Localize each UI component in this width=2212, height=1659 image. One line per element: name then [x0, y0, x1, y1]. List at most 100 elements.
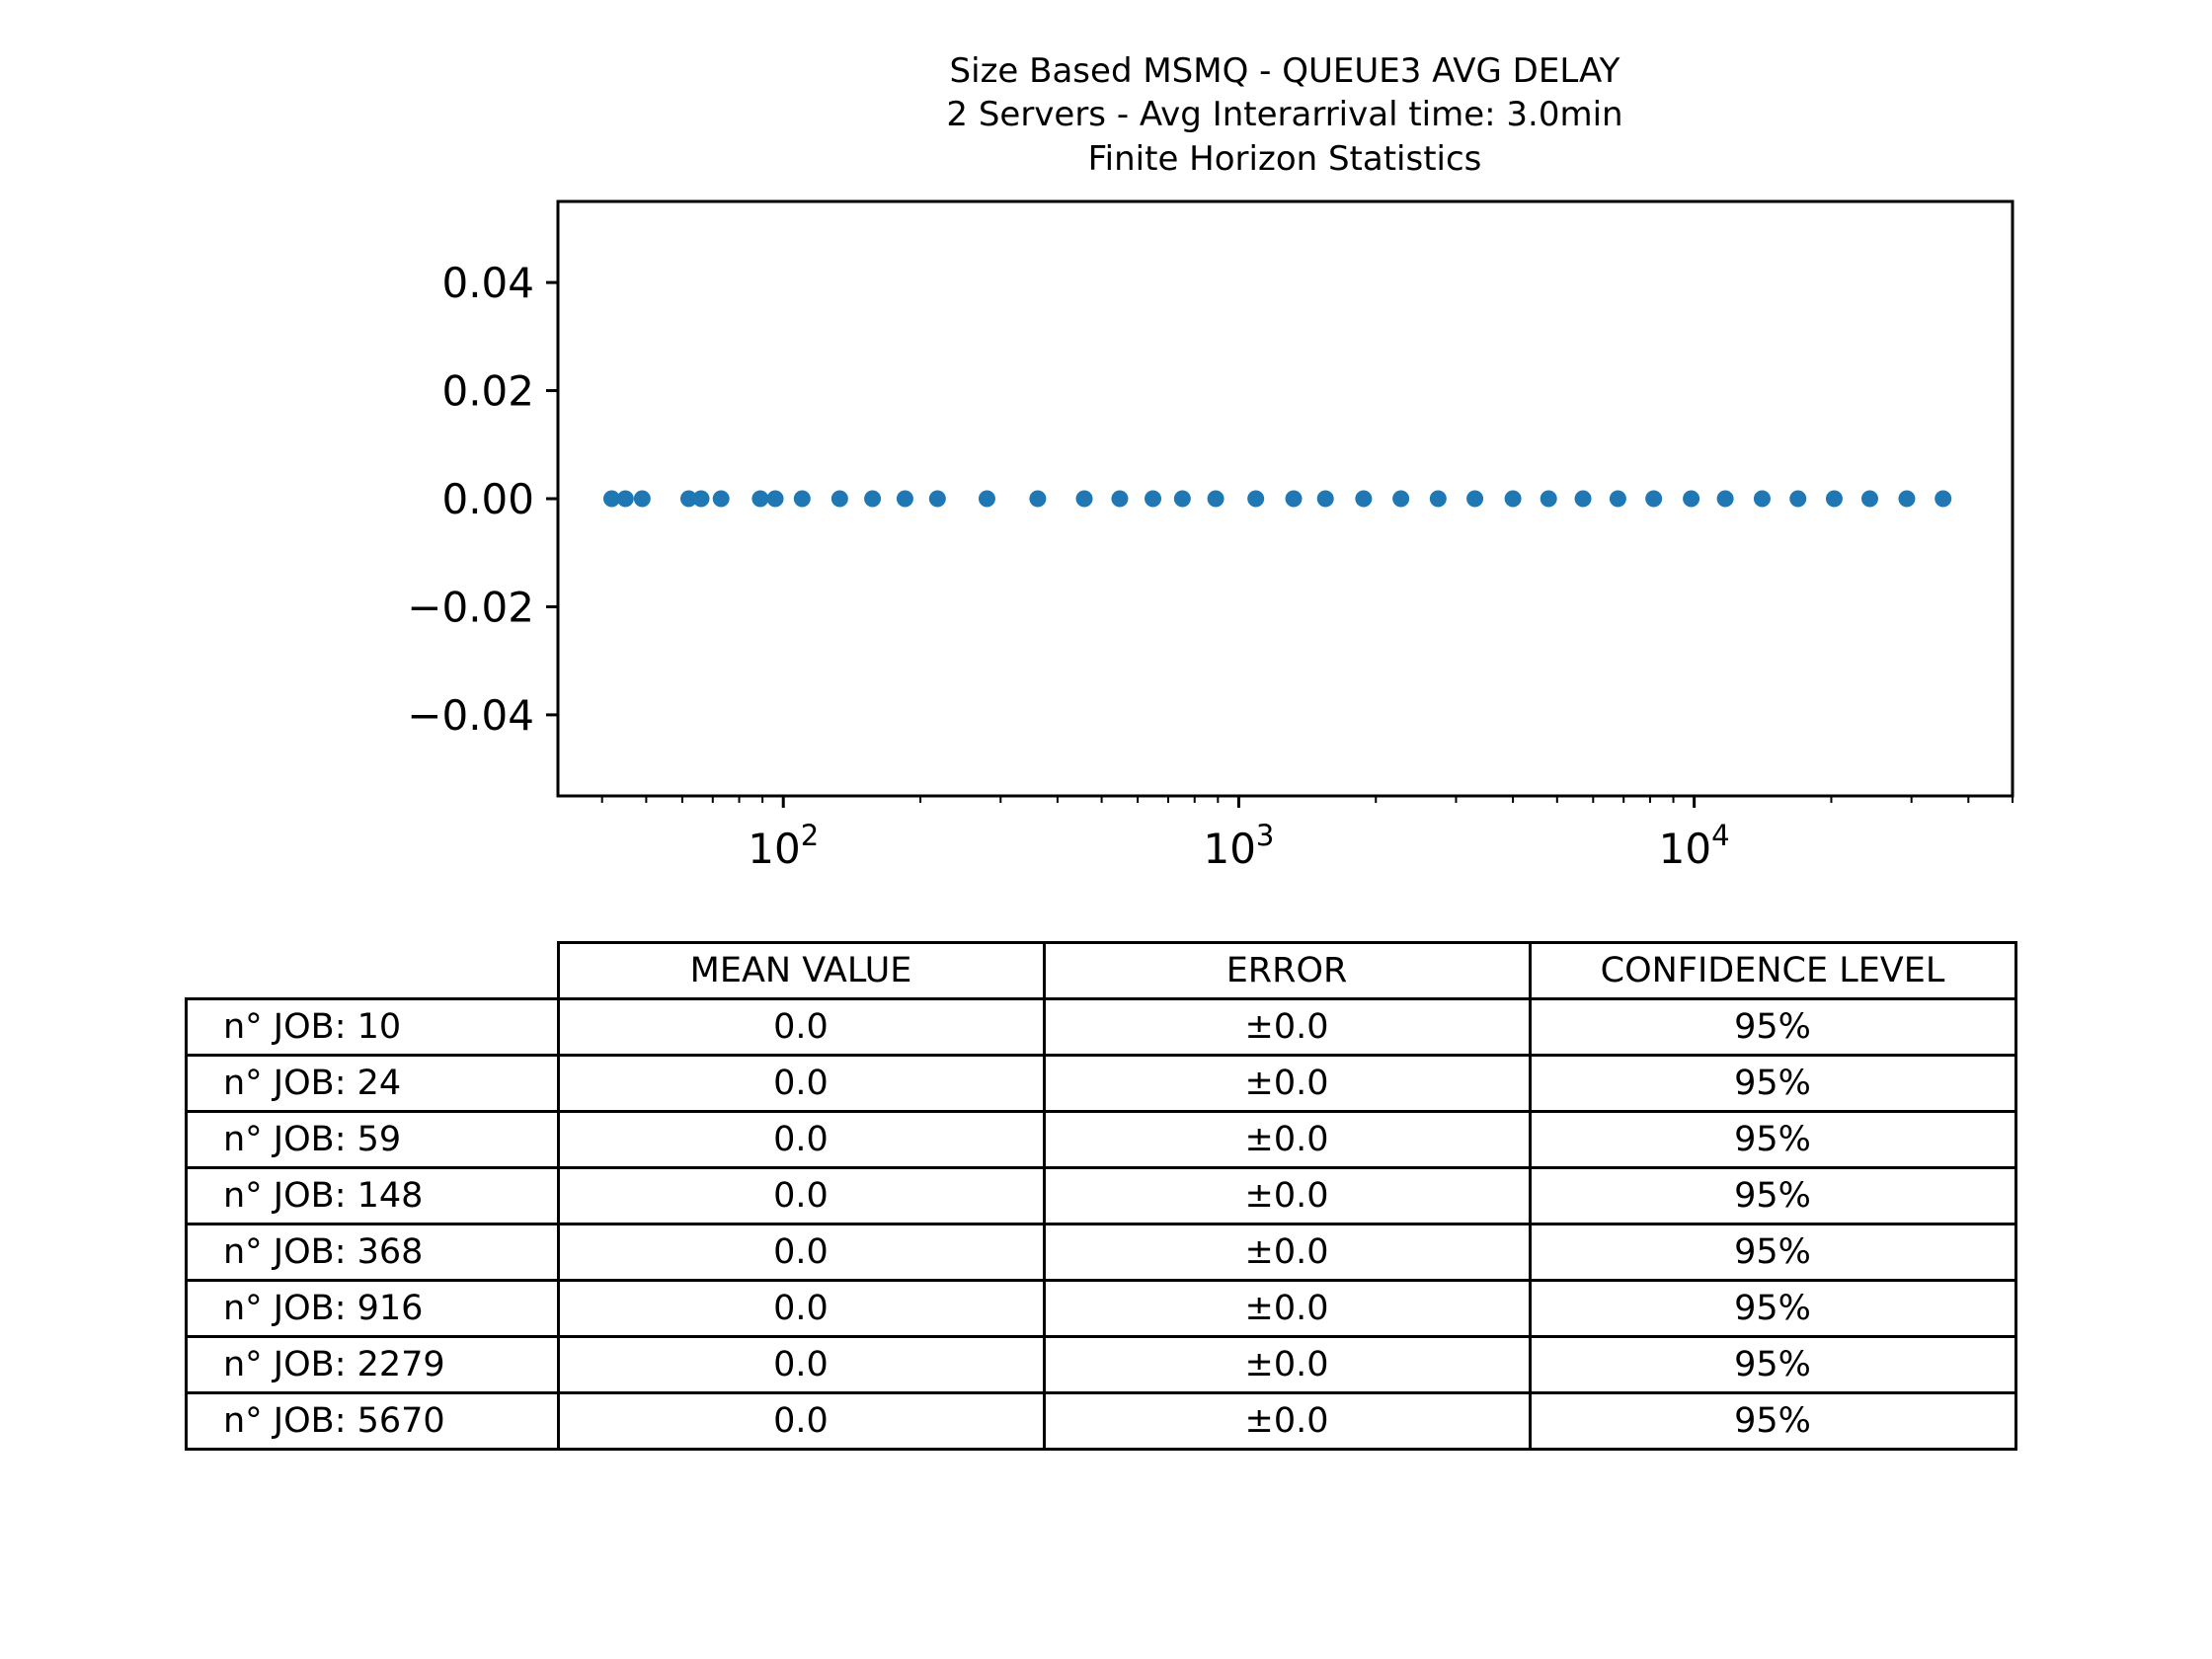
- data-point: [928, 490, 946, 508]
- table-row: n° JOB: 368 0.0 ±0.0 95%: [185, 1223, 2017, 1282]
- data-point: [1504, 490, 1522, 508]
- table-row: n° JOB: 5670 0.0 ±0.0 95%: [185, 1391, 2017, 1451]
- chart-title-line-2: 2 Servers - Avg Interarrival time: 3.0mi…: [946, 95, 1622, 134]
- error-cell: ±0.0: [1042, 1223, 1532, 1282]
- confidence-cell: 95%: [1528, 1166, 2017, 1225]
- data-point: [1247, 490, 1265, 508]
- table-header-row: MEAN VALUE ERROR CONFIDENCE LEVEL: [186, 941, 2017, 1000]
- table-row: n° JOB: 59 0.0 ±0.0 95%: [185, 1110, 2017, 1169]
- table-row: n° JOB: 2279 0.0 ±0.0 95%: [185, 1335, 2017, 1394]
- table-row: n° JOB: 916 0.0 ±0.0 95%: [185, 1279, 2017, 1338]
- y-tick-label: −0.04: [407, 691, 534, 740]
- data-point: [766, 490, 784, 508]
- row-label: n° JOB: 148: [185, 1166, 560, 1225]
- data-points: [602, 490, 1952, 508]
- data-point: [712, 490, 730, 508]
- row-label: n° JOB: 59: [185, 1110, 560, 1169]
- confidence-cell: 95%: [1528, 1054, 2017, 1113]
- data-point: [1645, 490, 1663, 508]
- y-tick-label: 0.00: [441, 475, 534, 523]
- data-point: [1466, 490, 1484, 508]
- confidence-cell: 95%: [1528, 1223, 2017, 1282]
- data-point: [602, 490, 620, 508]
- data-point: [830, 490, 848, 508]
- error-cell: ±0.0: [1042, 1166, 1532, 1225]
- table-row: n° JOB: 10 0.0 ±0.0 95%: [185, 997, 2017, 1057]
- statistics-table: MEAN VALUE ERROR CONFIDENCE LEVEL n° JOB…: [185, 941, 2017, 1451]
- x-tick-label: 102: [748, 819, 819, 873]
- data-point: [1860, 490, 1878, 508]
- data-point: [1429, 490, 1447, 508]
- error-cell: ±0.0: [1042, 1054, 1532, 1113]
- error-cell: ±0.0: [1042, 1110, 1532, 1169]
- y-tick-label: 0.04: [441, 259, 534, 307]
- chart-title: Size Based MSMQ - QUEUE3 AVG DELAY 2 Ser…: [946, 51, 1622, 179]
- mean-value-cell: 0.0: [556, 997, 1046, 1057]
- data-point: [1935, 490, 1952, 508]
- chart-title-line-1: Size Based MSMQ - QUEUE3 AVG DELAY: [950, 51, 1620, 91]
- data-point: [1825, 490, 1843, 508]
- data-point: [1111, 490, 1129, 508]
- data-point: [1392, 490, 1410, 508]
- data-point: [1207, 490, 1224, 508]
- y-axis: 0.04 0.02 0.00 −0.02 −0.04: [407, 259, 558, 740]
- data-point: [1355, 490, 1373, 508]
- header-error: ERROR: [1042, 941, 1532, 1000]
- mean-value-cell: 0.0: [556, 1166, 1046, 1225]
- error-cell: ±0.0: [1042, 1391, 1532, 1451]
- chart-title-line-3: Finite Horizon Statistics: [1088, 139, 1482, 179]
- data-point: [1029, 490, 1047, 508]
- data-point: [793, 490, 811, 508]
- data-point: [633, 490, 651, 508]
- data-point: [896, 490, 913, 508]
- confidence-cell: 95%: [1528, 1391, 2017, 1451]
- data-point: [1145, 490, 1162, 508]
- table-row: n° JOB: 24 0.0 ±0.0 95%: [185, 1054, 2017, 1113]
- data-point: [1075, 490, 1093, 508]
- row-label: n° JOB: 24: [185, 1054, 560, 1113]
- data-point: [1753, 490, 1771, 508]
- row-label: n° JOB: 368: [185, 1223, 560, 1282]
- y-tick-label: 0.02: [441, 367, 534, 416]
- mean-value-cell: 0.0: [556, 1391, 1046, 1451]
- error-cell: ±0.0: [1042, 1279, 1532, 1338]
- data-point: [1285, 490, 1303, 508]
- error-cell: ±0.0: [1042, 997, 1532, 1057]
- data-point: [751, 490, 769, 508]
- data-point: [1574, 490, 1592, 508]
- data-point: [1716, 490, 1734, 508]
- confidence-cell: 95%: [1528, 1110, 2017, 1169]
- x-tick-label: 103: [1203, 819, 1274, 873]
- y-tick-label: −0.02: [407, 583, 534, 631]
- confidence-cell: 95%: [1528, 997, 2017, 1057]
- data-point: [1898, 490, 1916, 508]
- data-point: [1609, 490, 1626, 508]
- data-point: [864, 490, 882, 508]
- confidence-cell: 95%: [1528, 1335, 2017, 1394]
- table-corner-cell: [186, 942, 558, 1000]
- data-point: [679, 490, 697, 508]
- data-point: [1316, 490, 1334, 508]
- row-label: n° JOB: 5670: [185, 1391, 560, 1451]
- header-confidence-level: CONFIDENCE LEVEL: [1528, 941, 2017, 1000]
- row-label: n° JOB: 10: [185, 997, 560, 1057]
- data-point: [692, 490, 710, 508]
- row-label: n° JOB: 916: [185, 1279, 560, 1338]
- data-point: [616, 490, 634, 508]
- x-tick-label: 104: [1659, 819, 1730, 873]
- mean-value-cell: 0.0: [556, 1054, 1046, 1113]
- table-row: n° JOB: 148 0.0 ±0.0 95%: [185, 1166, 2017, 1225]
- mean-value-cell: 0.0: [556, 1335, 1046, 1394]
- data-point: [978, 490, 995, 508]
- data-point: [1789, 490, 1807, 508]
- x-axis: 102 103 104: [600, 796, 2014, 873]
- error-cell: ±0.0: [1042, 1335, 1532, 1394]
- row-label: n° JOB: 2279: [185, 1335, 560, 1394]
- mean-value-cell: 0.0: [556, 1110, 1046, 1169]
- data-point: [1173, 490, 1191, 508]
- data-point: [1683, 490, 1700, 508]
- header-mean-value: MEAN VALUE: [556, 941, 1046, 1000]
- data-point: [1540, 490, 1557, 508]
- confidence-cell: 95%: [1528, 1279, 2017, 1338]
